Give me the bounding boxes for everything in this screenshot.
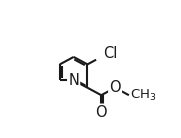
Text: O: O [95,105,107,120]
Text: N: N [68,73,79,88]
Text: Cl: Cl [103,46,117,61]
Text: O: O [109,80,121,95]
Text: CH$_3$: CH$_3$ [130,88,156,103]
